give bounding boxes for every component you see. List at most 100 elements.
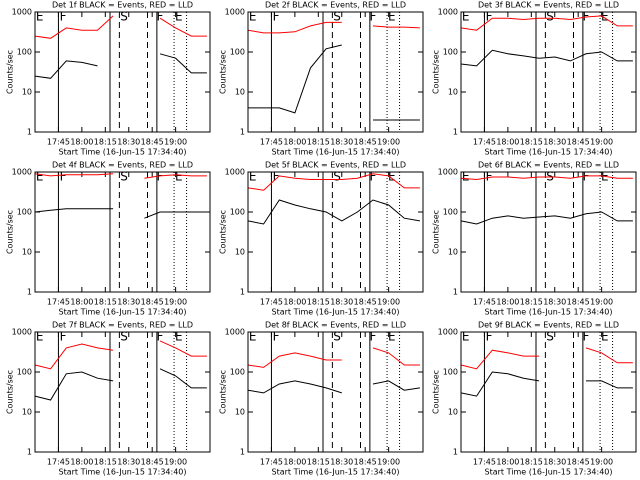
segment-label: S: [546, 330, 554, 344]
segment-label: F: [583, 170, 590, 184]
x-tick-label: 18:30: [543, 298, 566, 307]
segment-label: F: [157, 170, 164, 184]
plot-frame: [460, 171, 637, 293]
segment-label: F: [273, 10, 280, 24]
segment-label: F: [486, 170, 493, 184]
x-tick-label: 17:45: [473, 458, 496, 467]
x-tick-label: 17:45: [47, 458, 70, 467]
segment-label: F: [486, 330, 493, 344]
series-line: [248, 44, 420, 121]
segment-label: E: [36, 170, 44, 184]
y-tick-label: 10: [235, 248, 245, 257]
segment-label: S: [546, 10, 554, 24]
chart-title: Det 6f BLACK = Events, RED = LLD: [478, 161, 619, 170]
x-tick-label: 18:45: [141, 138, 164, 147]
x-tick-label: 17:45: [473, 298, 496, 307]
segment-label: E: [462, 330, 470, 344]
y-axis-label: Counts/sec: [432, 370, 441, 414]
y-axis-label: Counts/sec: [6, 50, 15, 94]
y-tick-label: 100: [230, 368, 245, 377]
plot-frame: [247, 171, 424, 293]
plot-frame: [460, 11, 637, 133]
segment-label: F: [60, 170, 67, 184]
segment-label: S: [333, 10, 341, 24]
x-tick-label: 18:45: [141, 298, 164, 307]
series-line: [34, 15, 207, 39]
segment-label: E: [175, 330, 183, 344]
segment-label: E: [462, 170, 470, 184]
chart-title: Det 2f BLACK = Events, RED = LLD: [265, 1, 406, 10]
x-tick-label: 19:00: [377, 458, 400, 467]
x-tick-label: 18:15: [520, 138, 543, 147]
chart-title: Det 8f BLACK = Events, RED = LLD: [265, 321, 406, 330]
x-tick-label: 19:00: [164, 138, 187, 147]
segment-label: S: [120, 330, 128, 344]
x-axis-label: Start Time (16-Jun-15 17:34:40): [59, 148, 187, 157]
x-tick-label: 18:00: [283, 458, 306, 467]
segment-label: F: [60, 10, 67, 24]
series-line: [460, 211, 633, 225]
x-tick-label: 18:45: [354, 298, 377, 307]
segment-label: E: [249, 170, 257, 184]
y-tick-label: 1: [240, 288, 245, 297]
y-tick-label: 1: [240, 128, 245, 137]
x-tick-label: 19:00: [164, 298, 187, 307]
y-tick-label: 10: [22, 88, 32, 97]
segment-label: F: [60, 330, 67, 344]
series-line: [460, 347, 633, 370]
segment-label: F: [370, 170, 377, 184]
x-tick-label: 18:30: [330, 298, 353, 307]
chart-title: Det 3f BLACK = Events, RED = LLD: [478, 1, 619, 10]
y-axis-label: Counts/sec: [432, 210, 441, 254]
x-tick-label: 18:45: [354, 458, 377, 467]
segment-label: E: [388, 170, 396, 184]
x-tick-label: 18:15: [307, 458, 330, 467]
y-tick-label: 10: [22, 408, 32, 417]
panel: Det 7f BLACK = Events, RED = LLD Start Ti…: [6, 321, 211, 477]
plot-frame: [247, 331, 424, 453]
x-tick-label: 19:00: [377, 298, 400, 307]
x-tick-label: 18:30: [117, 138, 140, 147]
series-line: [460, 371, 633, 397]
segment-label: E: [175, 170, 183, 184]
segment-label: E: [601, 10, 609, 24]
y-tick-label: 1000: [225, 168, 245, 177]
y-tick-label: 1: [240, 448, 245, 457]
y-tick-label: 1000: [12, 328, 32, 337]
segment-label: E: [388, 330, 396, 344]
y-tick-label: 1000: [438, 168, 458, 177]
series-line: [247, 173, 420, 191]
segment-label: F: [486, 10, 493, 24]
x-tick-label: 17:45: [473, 138, 496, 147]
series-line: [247, 347, 420, 368]
x-tick-label: 18:45: [354, 138, 377, 147]
x-axis-label: Start Time (16-Jun-15 17:34:40): [59, 468, 187, 477]
segment-label: E: [388, 10, 396, 24]
y-tick-label: 100: [230, 48, 245, 57]
series-line: [247, 380, 420, 394]
series-line: [460, 49, 633, 67]
x-tick-label: 19:00: [164, 458, 187, 467]
y-tick-label: 100: [230, 208, 245, 217]
y-tick-label: 1: [453, 288, 458, 297]
plot-frame: [247, 11, 424, 133]
y-tick-label: 100: [17, 48, 32, 57]
y-tick-label: 1: [453, 128, 458, 137]
chart-title: Det 4f BLACK = Events, RED = LLD: [52, 161, 193, 170]
x-tick-label: 18:00: [283, 138, 306, 147]
y-tick-label: 100: [443, 208, 458, 217]
segment-label: F: [157, 330, 164, 344]
segment-label: E: [36, 330, 44, 344]
y-tick-label: 100: [443, 48, 458, 57]
y-tick-label: 1000: [225, 328, 245, 337]
x-tick-label: 18:30: [330, 458, 353, 467]
x-tick-label: 18:00: [496, 298, 519, 307]
panel: Det 6f BLACK = Events, RED = LLD Start Ti…: [432, 161, 637, 317]
segment-label: S: [120, 10, 128, 24]
y-axis-label: Counts/sec: [6, 370, 15, 414]
plot-frame: [460, 331, 637, 453]
x-axis-label: Start Time (16-Jun-15 17:34:40): [485, 468, 613, 477]
series-line: [34, 208, 207, 219]
x-tick-label: 18:30: [117, 298, 140, 307]
segment-label: S: [333, 170, 341, 184]
